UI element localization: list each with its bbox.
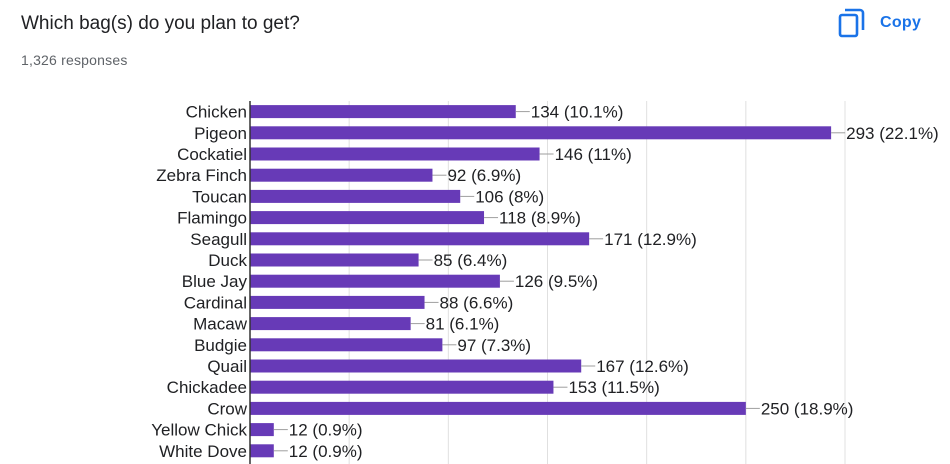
data-label: 126 (9.5%) bbox=[515, 272, 598, 291]
data-label: 118 (8.9%) bbox=[499, 209, 581, 228]
category-label: Chicken bbox=[186, 103, 247, 122]
bar bbox=[250, 444, 274, 458]
response-count: 1,326 responses bbox=[21, 52, 128, 68]
category-label: Macaw bbox=[193, 315, 248, 334]
bar bbox=[250, 147, 540, 161]
bar bbox=[250, 338, 443, 352]
data-label: 171 (12.9%) bbox=[604, 230, 697, 249]
bar bbox=[250, 295, 425, 309]
category-label: Pigeon bbox=[194, 124, 247, 143]
category-label: Yellow Chick bbox=[151, 421, 247, 440]
category-label: Chickadee bbox=[167, 378, 247, 397]
data-label: 153 (11.5%) bbox=[568, 378, 659, 397]
data-label: 167 (12.6%) bbox=[596, 357, 689, 376]
category-label: Toucan bbox=[192, 187, 247, 206]
data-label: 12 (0.9%) bbox=[289, 442, 363, 461]
category-label: Cardinal bbox=[184, 293, 247, 312]
data-label: 250 (18.9%) bbox=[761, 399, 854, 418]
bar bbox=[250, 105, 516, 119]
question-title: Which bag(s) do you plan to get? bbox=[21, 13, 300, 34]
data-label: 293 (22.1%) bbox=[846, 124, 939, 143]
bar bbox=[250, 211, 485, 225]
category-label: Duck bbox=[208, 251, 247, 270]
data-label: 88 (6.6%) bbox=[440, 293, 514, 312]
data-label: 106 (8%) bbox=[475, 187, 544, 206]
bar bbox=[250, 401, 746, 415]
data-label: 12 (0.9%) bbox=[289, 421, 363, 440]
bar bbox=[250, 253, 419, 267]
category-label: Blue Jay bbox=[182, 272, 248, 291]
bar bbox=[250, 423, 274, 437]
category-label: White Dove bbox=[159, 442, 247, 461]
data-label: 146 (11%) bbox=[555, 145, 632, 164]
copy-icon bbox=[836, 8, 866, 38]
category-label: Zebra Finch bbox=[156, 166, 247, 185]
data-label: 92 (6.9%) bbox=[447, 166, 521, 185]
category-label: Budgie bbox=[194, 336, 247, 355]
bar bbox=[250, 274, 500, 288]
bar bbox=[250, 126, 832, 140]
category-label: Cockatiel bbox=[177, 145, 247, 164]
category-label: Quail bbox=[207, 357, 247, 376]
bar bbox=[250, 317, 411, 331]
bar bbox=[250, 380, 554, 394]
category-label: Crow bbox=[207, 399, 247, 418]
data-label: 81 (6.1%) bbox=[426, 315, 500, 334]
category-label: Seagull bbox=[190, 230, 247, 249]
bar bbox=[250, 232, 590, 246]
copy-button[interactable]: Copy bbox=[828, 4, 929, 42]
copy-button-label: Copy bbox=[880, 14, 922, 31]
category-label: Flamingo bbox=[177, 209, 247, 228]
bar bbox=[250, 189, 461, 203]
data-label: 97 (7.3%) bbox=[457, 336, 531, 355]
bar bbox=[250, 359, 582, 373]
data-label: 85 (6.4%) bbox=[434, 251, 508, 270]
bar bbox=[250, 168, 433, 182]
data-label: 134 (10.1%) bbox=[531, 103, 624, 122]
